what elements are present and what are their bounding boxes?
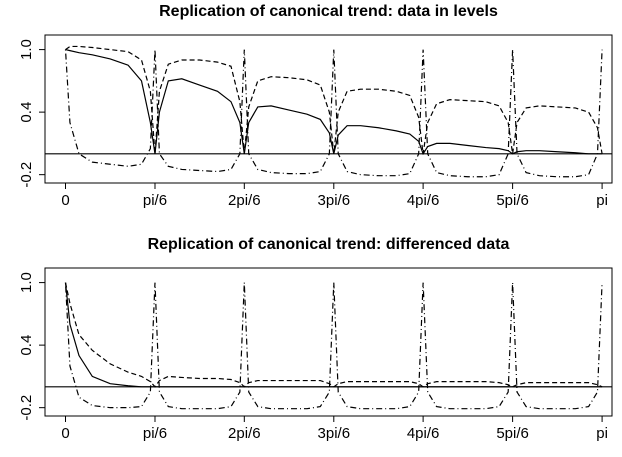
y-tick-label: 0.4 — [18, 102, 35, 123]
x-tick-label: pi/6 — [143, 192, 167, 209]
x-tick-label: 4pi/6 — [407, 192, 440, 209]
series-line — [64, 282, 603, 410]
x-tick-label: 5pi/6 — [496, 425, 529, 442]
x-tick-label: pi/6 — [143, 425, 167, 442]
x-tick-label: pi — [596, 192, 608, 209]
x-tick-label: 4pi/6 — [407, 425, 440, 442]
y-tick-label: -0.2 — [18, 395, 35, 421]
x-tick-label: 3pi/6 — [318, 425, 351, 442]
plot-frame — [44, 267, 613, 417]
x-tick-label: 3pi/6 — [318, 192, 351, 209]
x-tick-label: 5pi/6 — [496, 192, 529, 209]
series-line — [65, 49, 603, 156]
x-tick-label: pi — [596, 425, 608, 442]
series-line — [64, 282, 603, 388]
x-tick-label: 2pi/6 — [228, 192, 261, 209]
y-tick-label: 1.0 — [18, 272, 35, 293]
chart-title: Replication of canonical trend: data in … — [159, 3, 498, 20]
chart-title: Replication of canonical trend: differen… — [148, 236, 510, 253]
series-line — [64, 49, 603, 178]
plot-frame — [44, 34, 613, 184]
x-tick-label: 0 — [61, 192, 69, 209]
y-tick-label: 0.4 — [18, 335, 35, 356]
series-line — [65, 45, 603, 154]
y-tick-label: 1.0 — [18, 39, 35, 60]
x-tick-label: 0 — [61, 425, 69, 442]
series-line — [64, 282, 603, 388]
y-tick-label: -0.2 — [18, 162, 35, 188]
x-tick-label: 2pi/6 — [228, 425, 261, 442]
